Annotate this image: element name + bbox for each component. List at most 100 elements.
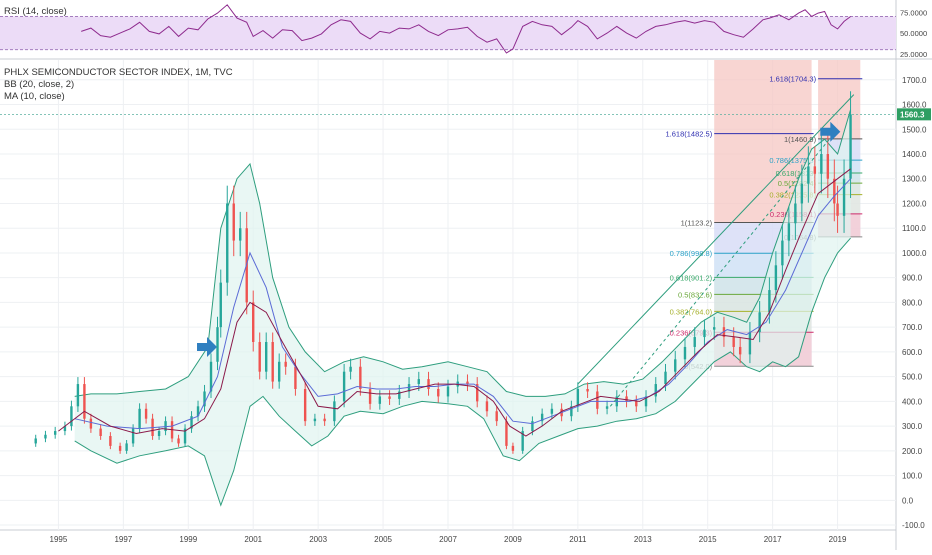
- candle-body: [505, 421, 508, 446]
- candle-body: [570, 406, 573, 417]
- arrow-right-icon: [197, 336, 218, 357]
- x-tick-label: 2017: [764, 535, 782, 544]
- y-tick-label: 400.0: [902, 397, 923, 406]
- y-tick-label: 200.0: [902, 447, 923, 456]
- candle-body: [190, 416, 193, 429]
- series-legend[interactable]: PHLX SEMICONDUCTOR SECTOR INDEX, 1M, TVC: [4, 67, 233, 78]
- candle-body: [674, 359, 677, 372]
- candle-body: [521, 431, 524, 451]
- fib-left-level-label: 1(1123.2): [681, 218, 713, 227]
- candle-body: [794, 203, 797, 224]
- candle-body: [774, 265, 778, 291]
- candle-body: [437, 389, 440, 397]
- candle-body: [820, 154, 823, 174]
- candle-body: [144, 408, 148, 419]
- candle-body: [209, 361, 213, 392]
- y-tick-label: 100.0: [902, 472, 923, 481]
- candle-body: [713, 327, 716, 330]
- candle-body: [476, 384, 479, 402]
- candle-body: [333, 401, 336, 422]
- candle-body: [531, 421, 534, 432]
- candle-body: [63, 426, 67, 432]
- arrow-right-icon: [820, 121, 841, 142]
- last-price-tag: [897, 108, 931, 121]
- candle-body: [76, 384, 80, 407]
- candle-body: [83, 384, 86, 419]
- candle-body: [768, 290, 771, 313]
- y-tick-label: 0.0: [902, 496, 914, 505]
- candle-body: [53, 431, 57, 435]
- y-tick-label: 1600.0: [902, 101, 927, 110]
- candle-body: [836, 203, 839, 216]
- candle-body: [833, 178, 836, 204]
- candle-body: [644, 396, 648, 407]
- candle-body: [495, 411, 498, 422]
- y-tick-label: 900.0: [902, 274, 923, 283]
- y-tick-label: 1400.0: [902, 150, 927, 159]
- fib-right-level-label: 1.618(1704.3): [769, 75, 816, 84]
- candle-body: [849, 114, 852, 179]
- candle-body: [842, 178, 846, 216]
- candle-body: [265, 342, 268, 372]
- candle-body: [303, 389, 307, 422]
- x-tick-label: 2003: [309, 535, 327, 544]
- rsi-legend[interactable]: RSI (14, close): [4, 6, 67, 17]
- candle-body: [511, 445, 515, 451]
- candle-body: [586, 389, 589, 392]
- candle-body: [70, 406, 73, 427]
- candle-body: [271, 342, 274, 382]
- candle-body: [284, 361, 287, 367]
- fib-left-level-label: 0.5(832.6): [678, 290, 713, 299]
- y-tick-label: 600.0: [902, 348, 923, 357]
- candle-body: [99, 428, 102, 436]
- candle-body: [703, 329, 706, 338]
- fib-left-level-label: 1.618(1482.5): [665, 130, 712, 139]
- candle-body: [177, 438, 180, 444]
- y-tick-label: 1300.0: [902, 175, 927, 184]
- candle-body: [748, 332, 752, 355]
- candle-body: [427, 379, 430, 389]
- fib-left-level-label: 0.382(764.0): [670, 307, 713, 316]
- rsi-line: [81, 4, 851, 54]
- candle-body: [800, 183, 804, 204]
- candle-body: [576, 389, 580, 407]
- candle-body: [183, 428, 187, 444]
- candle-body: [787, 223, 791, 241]
- rsi-band-fill: [0, 16, 896, 50]
- candle-body: [196, 406, 200, 417]
- candle-body: [654, 384, 657, 397]
- x-tick-label: 2005: [374, 535, 392, 544]
- candle-body: [118, 445, 122, 451]
- fib-left-level-label: 0.618(901.2): [670, 273, 713, 282]
- trend-line: [577, 94, 855, 385]
- bb-legend[interactable]: BB (20, close, 2): [4, 79, 75, 90]
- candle-body: [664, 371, 667, 385]
- y-tick-label: -100.0: [902, 521, 925, 530]
- candle-body: [625, 396, 628, 402]
- candle-body: [368, 389, 372, 404]
- y-tick-label: 1700.0: [902, 76, 927, 85]
- bb-middle-line: [74, 178, 851, 430]
- y-tick-label: 1500.0: [902, 125, 927, 134]
- y-tick-label: 700.0: [902, 323, 923, 332]
- x-tick-label: 2009: [504, 535, 522, 544]
- candle-body: [826, 154, 830, 179]
- rsi-tick-label: 50.0000: [900, 29, 927, 38]
- candle-body: [359, 366, 362, 389]
- rsi-tick-label: 75.0000: [900, 8, 927, 17]
- candle-body: [446, 386, 450, 397]
- x-tick-label: 2019: [829, 535, 847, 544]
- candle-body: [596, 391, 599, 409]
- candle-body: [466, 381, 469, 385]
- candle-body: [693, 337, 696, 347]
- candle-body: [732, 337, 735, 347]
- candle-body: [813, 166, 817, 174]
- candle-body: [738, 346, 742, 355]
- x-tick-label: 1999: [179, 535, 197, 544]
- ma-legend[interactable]: MA (10, close): [4, 91, 65, 102]
- bb-lower-line: [74, 237, 851, 507]
- candle-body: [216, 327, 219, 362]
- candle-body: [605, 406, 609, 409]
- y-tick-label: 500.0: [902, 373, 923, 382]
